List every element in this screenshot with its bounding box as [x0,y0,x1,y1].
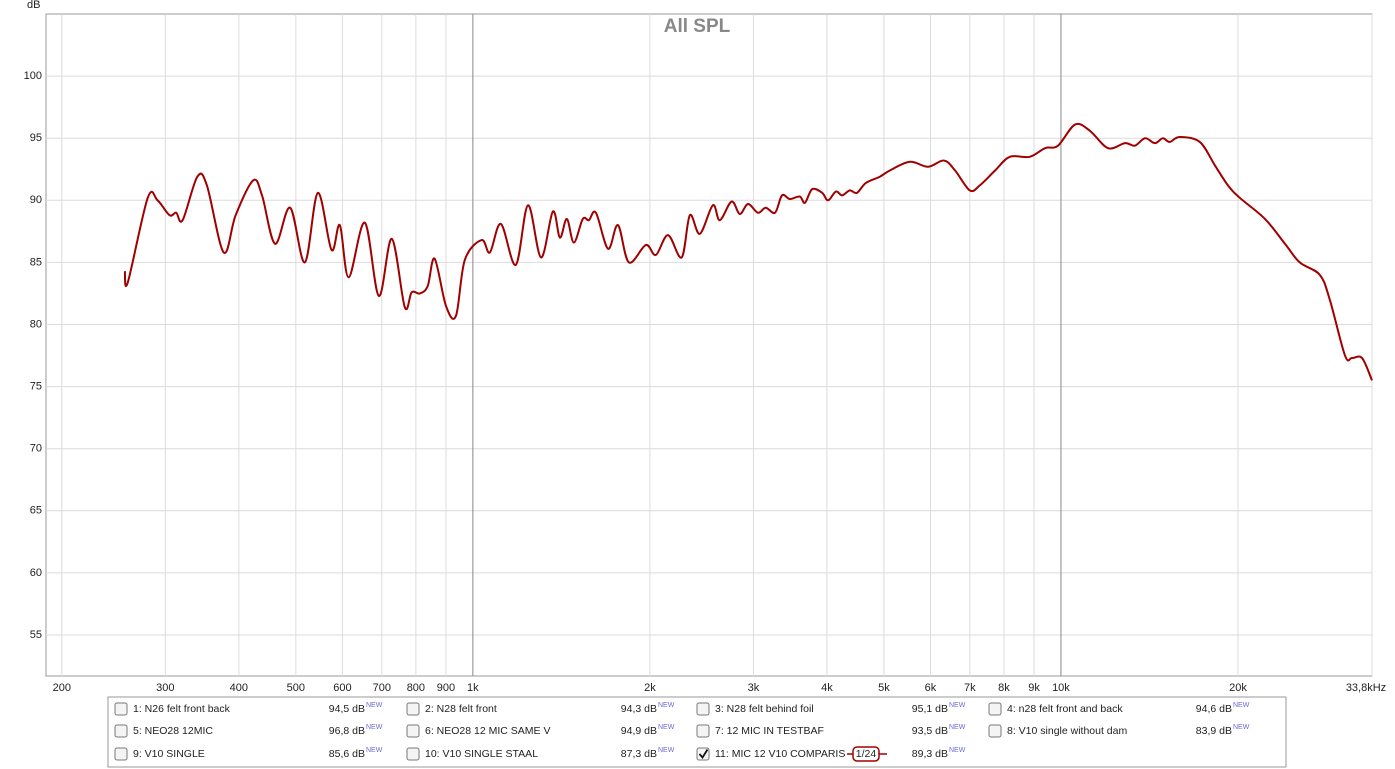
legend-checkbox [406,702,420,716]
new-tag: NEW [366,747,383,754]
x-tick-label: 200 [53,682,71,694]
x-tick-label: 3k [748,682,760,694]
new-tag: NEW [366,702,383,709]
legend-checkbox [114,747,128,761]
x-tick-label: 300 [156,682,174,694]
new-tag: NEW [1233,702,1250,709]
legend-checkbox [988,724,1002,738]
x-tick-label: 10k [1052,682,1070,694]
legend-checkbox [406,747,420,761]
new-tag: NEW [949,747,966,754]
x-tick-label: 7k [964,682,976,694]
new-tag: NEW [949,702,966,709]
legend-checkbox [114,724,128,738]
legend-entry[interactable]: 4: n28 felt front and back 94,6 dB NEW [988,702,1250,716]
legend-level: 94,3 dB [621,703,657,715]
x-tick-label: 2k [644,682,656,694]
legend-checkbox [406,724,420,738]
smoothing-label: 1/24 [856,748,877,760]
new-tag: NEW [658,702,675,709]
x-tick-label: 20k [1229,682,1247,694]
y-axis-label: dB [27,0,40,11]
legend-entry[interactable]: 1: N26 felt front back 94,5 dB NEW [114,702,383,716]
y-tick-label: 95 [30,132,42,144]
legend-checkbox [696,724,710,738]
x-tick-label: 4k [821,682,833,694]
legend-entry[interactable]: 10: V10 SINGLE STAAL 87,3 dB NEW [406,747,675,761]
x-tick-label: 700 [373,682,391,694]
y-tick-label: 80 [30,318,42,330]
legend-entry[interactable]: 7: 12 MIC IN TESTBAF 93,5 dB NEW [696,724,966,738]
legend-level: 94,9 dB [621,725,657,737]
legend-level: 93,5 dB [912,725,948,737]
legend-name: 3: N28 felt behind foil [715,703,814,715]
legend-checkbox [696,702,710,716]
legend-entry[interactable]: 2: N28 felt front 94,3 dB NEW [406,702,675,716]
legend-entry[interactable]: 9: V10 SINGLE 85,6 dB NEW [114,747,383,761]
plot-area [45,13,1373,677]
new-tag: NEW [658,747,675,754]
legend-checkbox [988,702,1002,716]
y-tick-label: 70 [30,443,42,455]
new-tag: NEW [1233,724,1250,731]
spl-curve [123,122,1373,381]
legend-name: 7: 12 MIC IN TESTBAF [715,725,824,737]
smoothing-badge [852,746,880,762]
legend-entry[interactable]: 11: MIC 12 V10 COMPARIS 89,3 dB NEW 1/24 [696,746,966,762]
legend-name: 5: NEO28 12MIC [133,725,213,737]
x-tick-label: 400 [230,682,248,694]
x-tick-label: 9k [1028,682,1040,694]
x-tick-label: 800 [407,682,425,694]
new-tag: NEW [658,724,675,731]
y-tick-label: 85 [30,256,42,268]
x-tick-label: 8k [998,682,1010,694]
legend-name: 8: V10 single without dam [1007,725,1127,737]
legend-entry[interactable]: 6: NEO28 12 MIC SAME V 94,9 dB NEW [406,724,675,738]
legend-level: 87,3 dB [621,748,657,760]
legend-level: 94,6 dB [1196,703,1232,715]
legend-name: 10: V10 SINGLE STAAL [425,748,538,760]
legend-name: 9: V10 SINGLE [133,748,205,760]
legend-level: 89,3 dB [912,748,948,760]
legend-name: 4: n28 felt front and back [1007,703,1123,715]
x-tick-label: 600 [333,682,351,694]
new-tag: NEW [949,724,966,731]
legend-level: 96,8 dB [329,725,365,737]
x-tick-label: 1k [467,682,479,694]
legend-name: 1: N26 felt front back [133,703,231,715]
legend-entry[interactable]: 5: NEO28 12MIC 96,8 dB NEW [114,724,383,738]
x-tick-label: 5k [878,682,890,694]
y-tick-label: 90 [30,194,42,206]
x-tick-label: 500 [287,682,305,694]
x-tick-label: 33,8kHz [1346,682,1386,694]
legend-level: 85,6 dB [329,748,365,760]
chart-title: All SPL [664,16,731,37]
y-tick-label: 100 [24,70,42,82]
legend-entry[interactable]: 8: V10 single without dam 83,9 dB NEW [988,724,1250,738]
legend-entry[interactable]: 3: N28 felt behind foil 95,1 dB NEW [696,702,966,716]
legend-level: 83,9 dB [1196,725,1232,737]
checkmark [698,749,709,760]
legend-name: 2: N28 felt front [425,703,497,715]
y-tick-label: 60 [30,567,42,579]
new-tag: NEW [366,724,383,731]
legend-level: 94,5 dB [329,703,365,715]
legend-name: 11: MIC 12 V10 COMPARIS [715,748,845,760]
legend-level: 95,1 dB [912,703,948,715]
y-tick-label: 75 [30,381,42,393]
y-tick-label: 65 [30,505,42,517]
y-tick-label: 55 [30,629,42,641]
legend-name: 6: NEO28 12 MIC SAME V [425,725,550,737]
legend-checkbox [114,702,128,716]
x-tick-label: 6k [925,682,937,694]
x-tick-label: 900 [437,682,455,694]
